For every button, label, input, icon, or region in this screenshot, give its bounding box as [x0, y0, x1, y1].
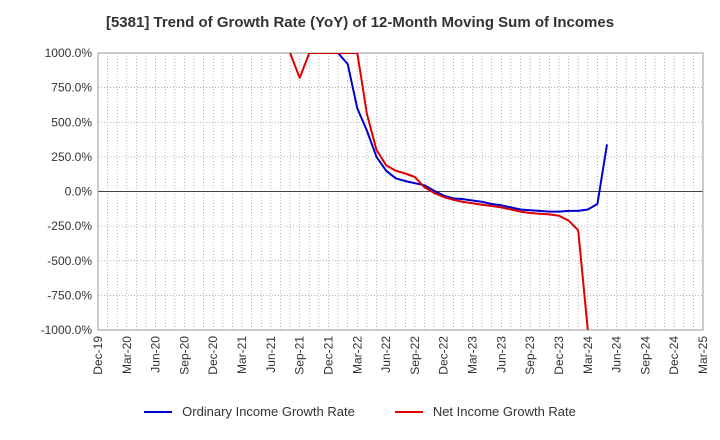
x-tick-label: Jun-22 — [379, 336, 393, 373]
x-tick-label: Sep-23 — [523, 336, 537, 375]
legend-label-net: Net Income Growth Rate — [432, 404, 576, 419]
chart-title: [5381] Trend of Growth Rate (YoY) of 12-… — [105, 14, 615, 31]
x-tick-label: Dec-20 — [206, 336, 220, 375]
x-tick-label: Mar-25 — [696, 336, 710, 374]
x-tick-label: Dec-22 — [437, 336, 451, 375]
legend-label-ordinary: Ordinary Income Growth Rate — [182, 404, 355, 419]
y-tick-label: 0.0% — [65, 185, 93, 199]
x-tick-label: Jun-20 — [149, 336, 163, 373]
x-tick-label: Sep-21 — [293, 336, 307, 375]
y-tick-label: -750.0% — [47, 288, 92, 302]
x-tick-label: Jun-24 — [610, 336, 624, 373]
y-tick-label: 750.0% — [51, 81, 92, 95]
x-tick-label: Jun-21 — [264, 336, 278, 373]
y-tick-label: -250.0% — [47, 219, 92, 233]
legend-swatch-ordinary — [144, 410, 173, 413]
x-tick-label: Dec-23 — [552, 336, 566, 375]
x-tick-label: Mar-23 — [466, 336, 480, 374]
y-tick-label: -1000.0% — [41, 323, 93, 337]
series-group — [289, 53, 589, 330]
x-tick-label: Mar-20 — [120, 336, 134, 374]
x-tick-label: Jun-23 — [494, 336, 508, 373]
y-tick-label: -500.0% — [47, 254, 92, 268]
legend-item-ordinary: Ordinary Income Growth Rate — [144, 404, 355, 419]
plot-frame — [97, 52, 704, 331]
y-tick-label: 250.0% — [51, 150, 92, 164]
x-tick-label: Sep-24 — [638, 336, 652, 375]
x-tick-label: Mar-24 — [581, 336, 595, 374]
chart-legend: Ordinary Income Growth Rate Net Income G… — [0, 404, 720, 419]
x-tick-label: Dec-19 — [91, 336, 105, 375]
x-tick-label: Dec-21 — [321, 336, 335, 375]
series-line-net-income — [289, 53, 589, 330]
y-tick-label: 500.0% — [51, 115, 92, 129]
x-tick-label: Mar-22 — [350, 336, 364, 374]
series-group — [337, 53, 608, 213]
legend-swatch-net — [394, 410, 423, 413]
x-tick-label: Sep-20 — [177, 336, 191, 375]
series-line-ordinary-income — [337, 53, 608, 213]
x-tick-label: Mar-21 — [235, 336, 249, 374]
legend-item-net: Net Income Growth Rate — [394, 404, 576, 419]
x-tick-label: Dec-24 — [667, 336, 681, 375]
x-tick-label: Sep-22 — [408, 336, 422, 375]
y-tick-label: 1000.0% — [45, 46, 93, 60]
